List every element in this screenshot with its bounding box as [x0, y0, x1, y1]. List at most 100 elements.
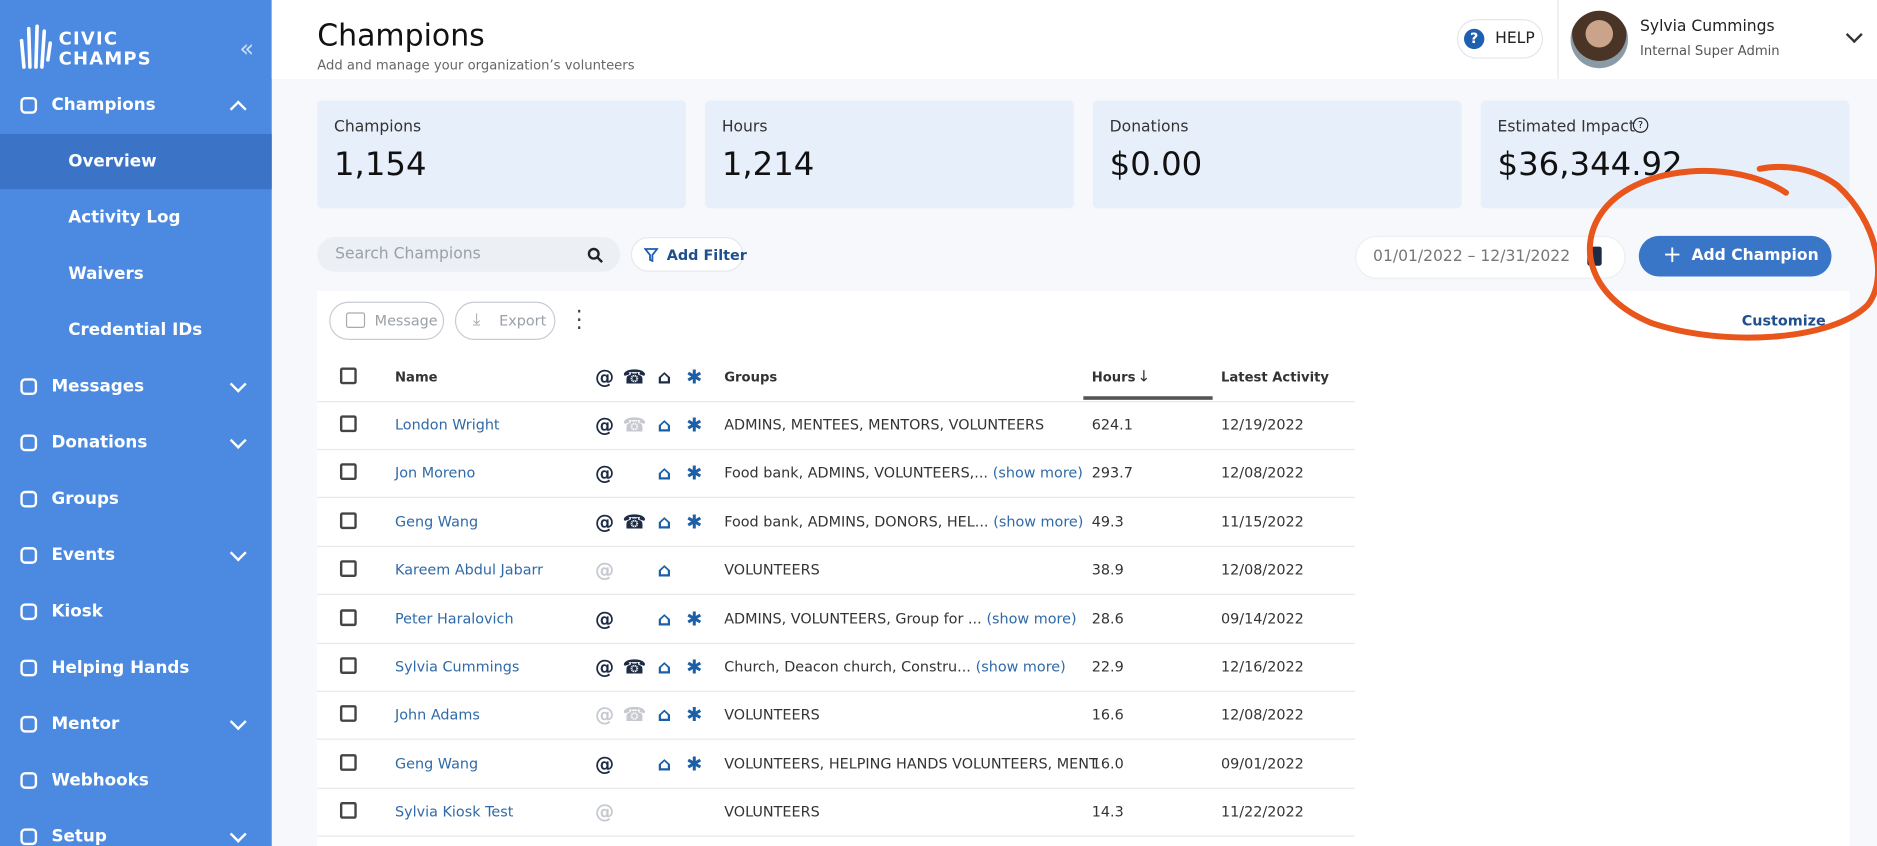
row-checkbox[interactable] — [339, 512, 357, 529]
nav-icon — [20, 772, 38, 789]
date-range-text: 01/01/2022 – 12/31/2022 — [1373, 247, 1571, 266]
champion-name[interactable]: Kareem Abdul Jabarr — [395, 561, 544, 579]
champion-name[interactable]: Peter Haralovich — [395, 610, 514, 627]
champion-name[interactable]: Sylvia Kiosk Test — [395, 803, 514, 821]
nav-item[interactable]: Messages — [0, 359, 272, 414]
row-checkbox[interactable] — [339, 705, 357, 723]
nav-icon — [20, 490, 38, 508]
row-checkbox[interactable] — [339, 560, 357, 578]
column-header[interactable]: Hours — [1091, 369, 1136, 385]
champion-name[interactable]: London Wright — [395, 416, 500, 434]
champion-name[interactable]: Sylvia Cummings — [395, 658, 520, 676]
add-champion-button[interactable]: + Add Champion — [1638, 235, 1832, 277]
search-box[interactable]: Search Champions — [317, 237, 621, 272]
nav-item[interactable]: Groups — [0, 472, 272, 527]
table-row: Jon Moreno @ ⌂ ✱ Food bank, ADMINS, VOLUNTEE… — [317, 449, 1356, 499]
row-checkbox[interactable] — [339, 753, 357, 771]
nav-label: Setup — [51, 827, 107, 846]
nav-item[interactable]: Helping Hands — [0, 640, 272, 695]
add-champion-label: Add Champion — [1691, 246, 1819, 265]
stat-label: Estimated Impact — [1497, 118, 1635, 137]
home-icon: ⌂ — [657, 510, 672, 534]
hours-cell: 16.0 — [1091, 755, 1124, 772]
star-header-icon: ✱ — [686, 365, 703, 389]
message-button[interactable]: Message — [329, 301, 445, 340]
star-icon: ✱ — [686, 461, 703, 485]
table-header: Name @ ☎ ⌂ ✱ Groups Hours ↓ Latest Activ… — [317, 353, 1356, 403]
stat-value: $0.00 — [1109, 146, 1203, 184]
show-more-link[interactable]: (show more) — [975, 658, 1066, 676]
column-header[interactable]: Latest Activity — [1221, 369, 1330, 385]
nav-item[interactable]: Credential IDs — [0, 303, 272, 358]
nav-item[interactable]: Mentor — [0, 697, 272, 752]
nav-label: Activity Log — [68, 208, 181, 228]
home-icon: ⌂ — [657, 413, 672, 437]
latest-activity-cell: 11/15/2022 — [1221, 513, 1304, 531]
nav-item[interactable]: Webhooks — [0, 753, 272, 808]
nav-item[interactable]: Overview — [0, 134, 272, 190]
avatar[interactable] — [1570, 10, 1629, 69]
nav-chevron — [229, 713, 247, 731]
customize-button[interactable]: Customize — [1723, 302, 1844, 339]
info-icon[interactable]: ? — [1632, 117, 1649, 133]
export-button[interactable]: ⤓ Export — [454, 301, 556, 340]
champion-name[interactable]: Geng Wang — [395, 513, 479, 531]
logo-mark — [19, 24, 53, 69]
stat-card: Donations $0.00 — [1092, 100, 1462, 209]
stat-card: Estimated Impact? $36,344.92 — [1480, 100, 1850, 209]
row-checkbox[interactable] — [339, 608, 357, 626]
collapse-button[interactable]: « — [239, 33, 255, 63]
nav-item[interactable]: Waivers — [0, 247, 272, 302]
nav-chevron — [229, 100, 247, 118]
show-more-link[interactable]: (show more) — [993, 513, 1084, 531]
show-more-link[interactable]: (show more) — [992, 464, 1083, 482]
phone-icon: ☎ — [622, 413, 647, 437]
row-checkbox[interactable] — [339, 415, 357, 433]
annotation-circle — [1586, 163, 1877, 341]
user-role: Internal Super Admin — [1639, 43, 1780, 59]
sort-arrow[interactable]: ↓ — [1137, 368, 1151, 387]
help-button[interactable]: ? HELP — [1456, 19, 1544, 59]
groups-cell: Food bank, ADMINS, DONORS, HEL... (show m… — [724, 513, 1083, 530]
export-label: Export — [499, 312, 547, 330]
stat-label: Champions — [333, 118, 422, 137]
search-icon — [587, 247, 603, 264]
show-more-link[interactable]: (show more) — [986, 610, 1077, 627]
nav-item[interactable]: Setup — [0, 809, 272, 846]
more-menu[interactable]: · · · — [575, 299, 583, 342]
nav-item[interactable]: Champions — [0, 78, 272, 133]
groups-text: Church, Deacon church, Constru... — [724, 658, 971, 676]
nav-label: Kiosk — [51, 602, 103, 622]
champion-name[interactable]: Jon Moreno — [395, 464, 476, 482]
latest-activity-cell: 11/22/2022 — [1221, 803, 1304, 821]
row-checkbox[interactable] — [339, 657, 357, 674]
email-icon: @ — [594, 703, 615, 727]
champion-name[interactable]: Geng Wang — [395, 755, 479, 772]
search-placeholder: Search Champions — [335, 245, 481, 264]
date-range[interactable]: 01/01/2022 – 12/31/2022 — [1355, 235, 1626, 279]
groups-text: Food bank, ADMINS, DONORS, HEL... — [724, 513, 989, 531]
nav-icon — [20, 603, 38, 621]
nav-chevron — [229, 544, 247, 562]
select-all-checkbox[interactable] — [339, 367, 357, 385]
latest-activity-cell: 12/19/2022 — [1221, 416, 1304, 434]
column-header[interactable]: Groups — [724, 369, 778, 385]
nav-item[interactable]: Kiosk — [0, 584, 272, 639]
nav-item[interactable]: Events — [0, 528, 272, 583]
row-checkbox[interactable] — [339, 463, 357, 481]
add-filter-label: Add Filter — [666, 246, 747, 264]
groups-cell: VOLUNTEERS — [724, 803, 819, 820]
nav-item[interactable]: Donations — [0, 415, 272, 470]
champion-name[interactable]: John Adams — [395, 706, 480, 724]
add-filter-button[interactable]: Add Filter — [630, 237, 747, 272]
hours-cell: 16.6 — [1091, 706, 1124, 724]
row-checkbox[interactable] — [339, 802, 357, 820]
nav-icon — [20, 434, 38, 452]
home-icon: ⌂ — [657, 607, 672, 630]
message-label: Message — [374, 312, 438, 330]
groups-text: VOLUNTEERS, HELPING HANDS VOLUNTEERS, ME… — [724, 755, 1098, 772]
groups-text: VOLUNTEERS — [724, 706, 820, 724]
email-icon: @ — [594, 510, 615, 534]
column-header[interactable]: Name — [395, 369, 438, 385]
nav-item[interactable]: Activity Log — [0, 190, 272, 245]
